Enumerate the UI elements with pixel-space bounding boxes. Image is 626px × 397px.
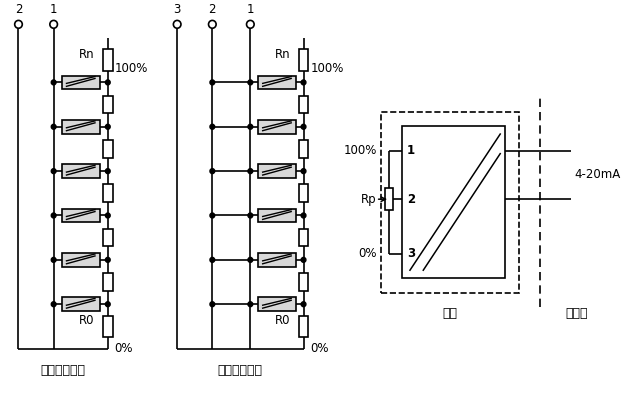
Circle shape	[210, 213, 215, 218]
Text: 2: 2	[407, 193, 415, 206]
Text: Rn: Rn	[275, 48, 290, 61]
Circle shape	[247, 20, 254, 28]
Circle shape	[51, 302, 56, 306]
Text: Rp: Rp	[361, 193, 377, 206]
Circle shape	[105, 169, 110, 173]
Bar	[103, 273, 113, 291]
Bar	[62, 209, 100, 222]
Circle shape	[210, 80, 215, 85]
Text: 1: 1	[247, 4, 254, 17]
Bar	[403, 126, 505, 278]
Text: 2: 2	[208, 4, 216, 17]
Text: 0%: 0%	[115, 342, 133, 355]
Circle shape	[51, 257, 56, 262]
Bar	[103, 96, 113, 114]
Circle shape	[50, 20, 58, 28]
Bar	[258, 209, 296, 222]
Bar	[103, 185, 113, 202]
Text: 0%: 0%	[310, 342, 329, 355]
Bar	[258, 164, 296, 178]
Circle shape	[210, 257, 215, 262]
Circle shape	[248, 80, 253, 85]
Text: 100%: 100%	[310, 62, 344, 75]
Bar	[62, 75, 100, 89]
Text: 1: 1	[50, 4, 58, 17]
Bar	[103, 316, 113, 337]
Circle shape	[210, 169, 215, 173]
Text: Rn: Rn	[79, 48, 95, 61]
Circle shape	[105, 213, 110, 218]
Circle shape	[51, 169, 56, 173]
Circle shape	[105, 80, 110, 85]
Circle shape	[105, 257, 110, 262]
Bar	[103, 229, 113, 247]
Bar	[258, 120, 296, 134]
Circle shape	[210, 124, 215, 129]
Circle shape	[301, 213, 306, 218]
Circle shape	[51, 213, 56, 218]
Bar	[62, 253, 100, 267]
Circle shape	[301, 80, 306, 85]
Text: 100%: 100%	[115, 62, 148, 75]
Text: 3: 3	[407, 247, 415, 260]
Text: 现场: 现场	[443, 307, 458, 320]
Circle shape	[14, 20, 23, 28]
Circle shape	[208, 20, 216, 28]
Text: 二线制变送器: 二线制变送器	[41, 364, 86, 377]
Text: R0: R0	[275, 314, 290, 327]
Bar	[258, 75, 296, 89]
Bar	[299, 140, 308, 158]
Circle shape	[248, 257, 253, 262]
Text: 4-20mA: 4-20mA	[574, 168, 620, 181]
Circle shape	[301, 257, 306, 262]
Circle shape	[51, 80, 56, 85]
Bar	[62, 297, 100, 311]
Text: 100%: 100%	[343, 144, 377, 157]
Circle shape	[51, 124, 56, 129]
Circle shape	[248, 169, 253, 173]
Text: 控制室: 控制室	[565, 307, 587, 320]
Bar	[299, 229, 308, 247]
Bar	[62, 120, 100, 134]
Circle shape	[105, 302, 110, 306]
Circle shape	[105, 124, 110, 129]
Bar	[299, 316, 308, 337]
Circle shape	[301, 302, 306, 306]
Text: R0: R0	[79, 314, 95, 327]
Bar	[381, 112, 519, 293]
Circle shape	[210, 302, 215, 306]
Bar	[299, 273, 308, 291]
Text: 2: 2	[15, 4, 23, 17]
Bar	[103, 50, 113, 71]
Text: 3: 3	[173, 4, 181, 17]
Bar	[103, 140, 113, 158]
Text: 1: 1	[407, 144, 415, 157]
Circle shape	[248, 124, 253, 129]
Circle shape	[301, 124, 306, 129]
Circle shape	[301, 169, 306, 173]
Circle shape	[173, 20, 181, 28]
Bar	[299, 50, 308, 71]
Text: 三线制变送器: 三线制变送器	[218, 364, 263, 377]
Circle shape	[248, 213, 253, 218]
Bar	[258, 297, 296, 311]
Text: 0%: 0%	[358, 247, 377, 260]
Bar	[299, 96, 308, 114]
Circle shape	[248, 302, 253, 306]
Bar	[385, 189, 393, 210]
Bar	[258, 253, 296, 267]
Bar	[62, 164, 100, 178]
Bar	[299, 185, 308, 202]
